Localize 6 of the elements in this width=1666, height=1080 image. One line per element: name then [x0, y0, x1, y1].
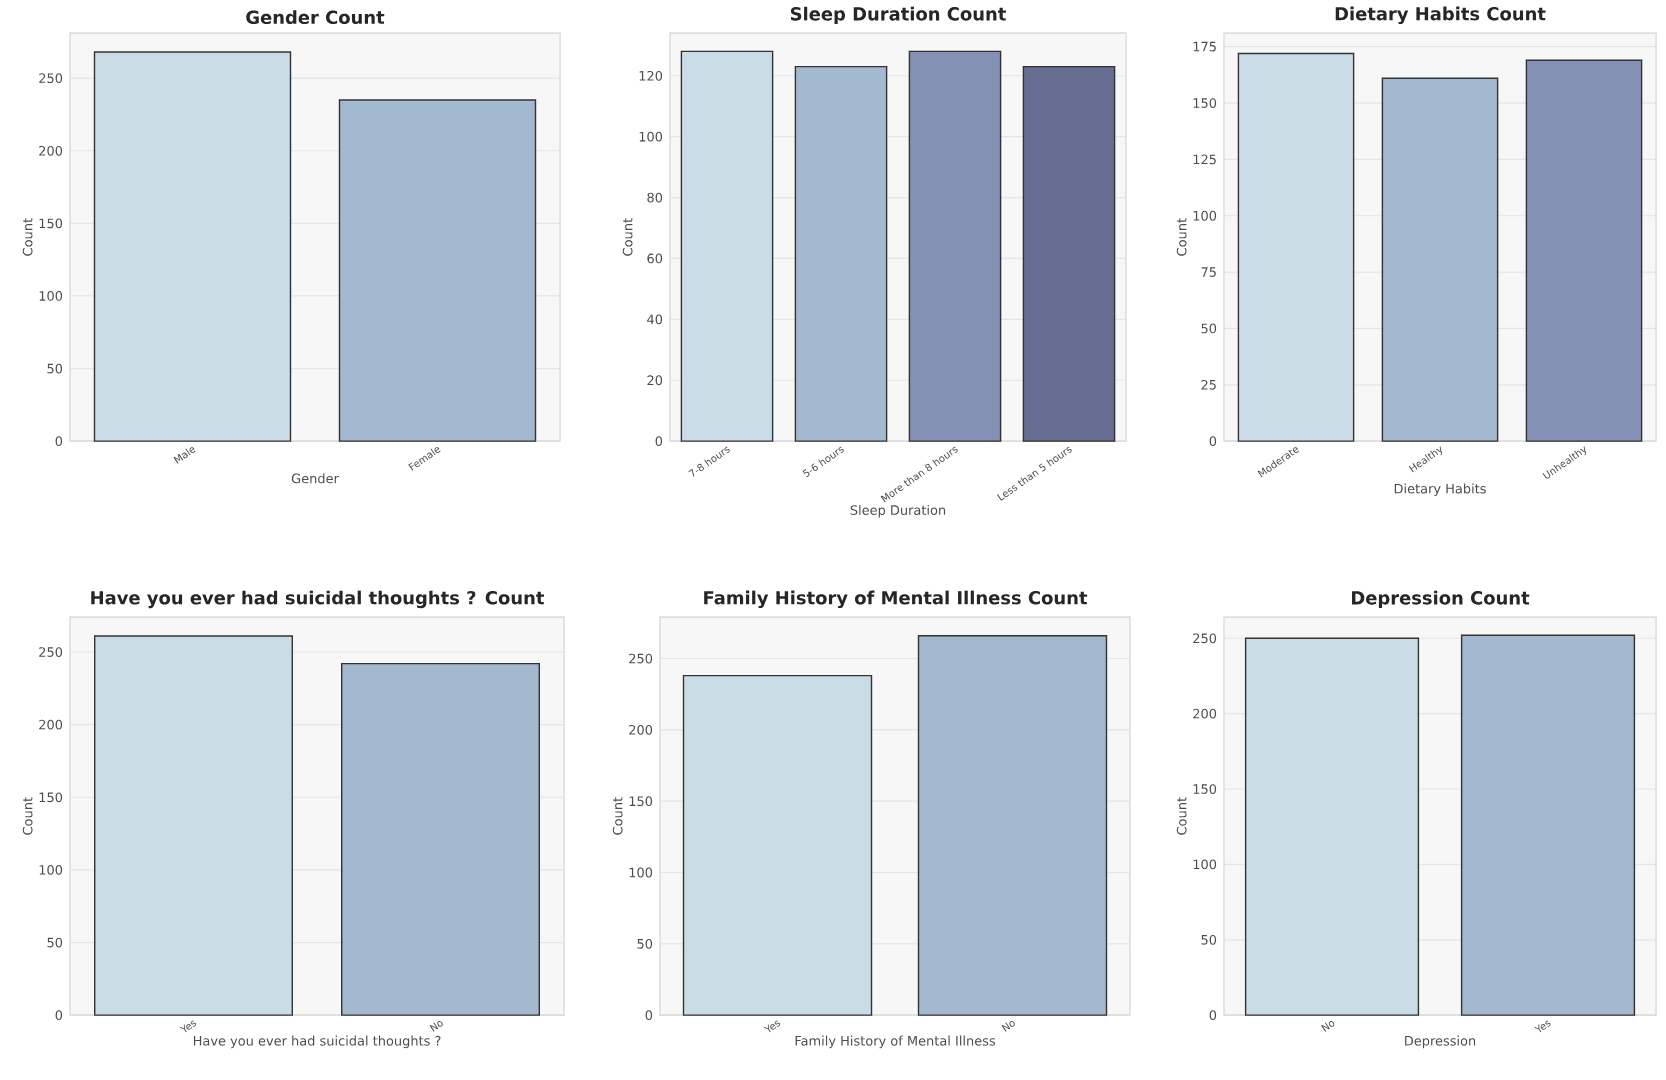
- chart-title: Sleep Duration Count: [790, 7, 1006, 25]
- chart-title: Depression Count: [1352, 591, 1530, 609]
- chart-title: Have you ever had suicidal thoughts ? Count: [91, 591, 545, 609]
- chart-title: Family History of Mental Illness Count: [704, 591, 1088, 609]
- chart-title: Dietary Habits Count: [1335, 7, 1546, 25]
- chart-title: Gender Count: [246, 10, 385, 25]
